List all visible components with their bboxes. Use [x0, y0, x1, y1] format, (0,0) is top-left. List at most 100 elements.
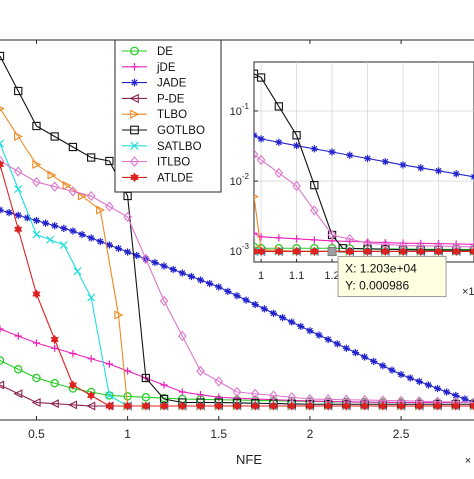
inset-data-point-atlde — [469, 246, 474, 257]
data-point-jade — [178, 269, 186, 277]
inset-frame — [253, 61, 474, 263]
data-point-atlde — [378, 401, 387, 411]
data-point-jade — [206, 279, 214, 288]
data-point-gotlbo — [14, 86, 23, 96]
data-point-jade — [242, 296, 250, 304]
data-point-de — [32, 373, 41, 383]
data-point-jde — [178, 388, 186, 396]
data-point-jade — [324, 335, 332, 344]
legend-label: ATLDE — [157, 172, 194, 184]
inset-data-point-itlbo — [310, 205, 319, 216]
data-point-atlde — [451, 401, 460, 411]
inset-y-tick-exponent: -1 — [242, 102, 250, 111]
data-point-atlde — [123, 401, 132, 411]
data-point-jade — [452, 391, 460, 400]
data-point-atlde — [324, 401, 333, 411]
inset-data-point-jade — [399, 161, 407, 169]
data-point-jade — [361, 353, 369, 361]
data-point-jade — [461, 395, 469, 403]
legend-marker — [130, 172, 139, 183]
data-point-jde — [0, 325, 4, 333]
data-point-p-de — [49, 399, 59, 409]
data-point-de — [14, 365, 23, 374]
data-point-itlbo — [214, 376, 224, 387]
data-point-itlbo — [177, 330, 187, 342]
data-point-p-de — [31, 398, 41, 407]
data-point-jde — [51, 344, 59, 352]
legend-label: P-DE — [157, 93, 185, 105]
legend-marker — [130, 78, 139, 87]
data-point-jade — [215, 283, 223, 291]
data-point-jade — [51, 222, 59, 230]
data-point-jade — [196, 276, 205, 284]
data-point-jde — [69, 349, 77, 358]
inset-data-point-itlbo — [469, 241, 474, 253]
data-point-p-de — [68, 400, 78, 410]
inset-data-point-jade — [346, 151, 354, 159]
data-point-jde — [196, 391, 205, 399]
data-point-jade — [297, 322, 305, 330]
data-point-atlde — [87, 390, 96, 401]
inset-data-point-jade — [434, 167, 443, 175]
inset-data-point-gotlbo — [256, 73, 266, 82]
x-axis-label: NFE — [236, 452, 262, 467]
data-point-jade — [87, 234, 95, 242]
data-point-itlbo — [469, 397, 474, 408]
data-point-satlbo — [105, 391, 114, 400]
data-point-satlbo — [0, 139, 5, 148]
data-point-jade — [23, 214, 31, 222]
inset-data-point-jade — [328, 148, 336, 156]
data-point-atlde — [196, 401, 205, 411]
data-point-tlbo — [32, 160, 42, 169]
data-point-jde — [124, 367, 132, 375]
datatip: X: 1.203e+04 Y: 0.000986 — [327, 247, 447, 298]
data-point-atlde — [178, 401, 187, 411]
data-point-jade — [160, 262, 168, 270]
data-point-itlbo — [250, 388, 260, 399]
data-point-jade — [187, 272, 196, 281]
data-point-atlde — [141, 401, 150, 411]
data-point-jde — [87, 355, 95, 363]
data-point-atlde — [14, 224, 23, 235]
inset-series-line-gotlbo — [254, 73, 474, 251]
series-line-itlbo — [0, 160, 474, 404]
data-point-gotlbo — [50, 132, 59, 141]
inset-data-point-atlde — [345, 246, 354, 257]
inset-data-point-atlde — [381, 246, 390, 257]
inset-data-point-jade — [275, 138, 283, 146]
data-point-itlbo — [50, 181, 60, 192]
data-point-tlbo — [62, 181, 72, 190]
data-point-itlbo — [141, 253, 151, 265]
data-point-atlde — [433, 401, 442, 411]
data-point-jade — [406, 374, 414, 382]
inset-y-tick-exponent: -2 — [242, 172, 250, 181]
main-series-group — [0, 51, 474, 411]
legend-marker — [130, 109, 140, 119]
data-point-itlbo — [105, 201, 114, 212]
data-point-jade — [379, 362, 387, 370]
inset-data-point-jde — [254, 229, 258, 237]
data-point-gotlbo — [32, 121, 41, 131]
legend-entry-jde: jDE — [122, 62, 176, 74]
data-point-jade — [424, 381, 433, 389]
data-point-atlde — [360, 401, 369, 411]
data-point-jade — [415, 377, 423, 386]
data-point-atlde — [305, 401, 315, 411]
data-point-jade — [32, 216, 41, 225]
data-point-atlde — [232, 401, 242, 411]
legend-entry-itlbo: ITLBO — [122, 156, 190, 169]
data-point-jade — [5, 209, 13, 217]
data-point-p-de — [13, 389, 23, 399]
data-point-jade — [433, 384, 442, 393]
data-point-de — [0, 356, 5, 365]
legend-marker — [130, 141, 139, 151]
inset-data-point-satlbo — [254, 247, 259, 256]
x-tick-label: 0.5 — [28, 427, 45, 441]
inset-data-point-jde — [257, 233, 265, 241]
inset-plot: 11.11.21.31.41.510-310-210-1×10⁴X: 1.203… — [230, 61, 474, 298]
inset-data-point-gotlbo — [310, 180, 319, 190]
data-point-jade — [315, 331, 323, 339]
data-point-tlbo — [96, 205, 106, 215]
inset-data-point-itlbo — [256, 154, 266, 166]
legend-entry-satlbo: SATLBO — [122, 141, 202, 153]
